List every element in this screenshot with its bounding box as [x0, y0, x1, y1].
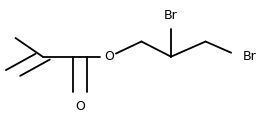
Text: Br: Br [243, 50, 256, 63]
Text: O: O [104, 50, 114, 63]
Text: O: O [75, 100, 85, 113]
Text: Br: Br [164, 9, 178, 22]
